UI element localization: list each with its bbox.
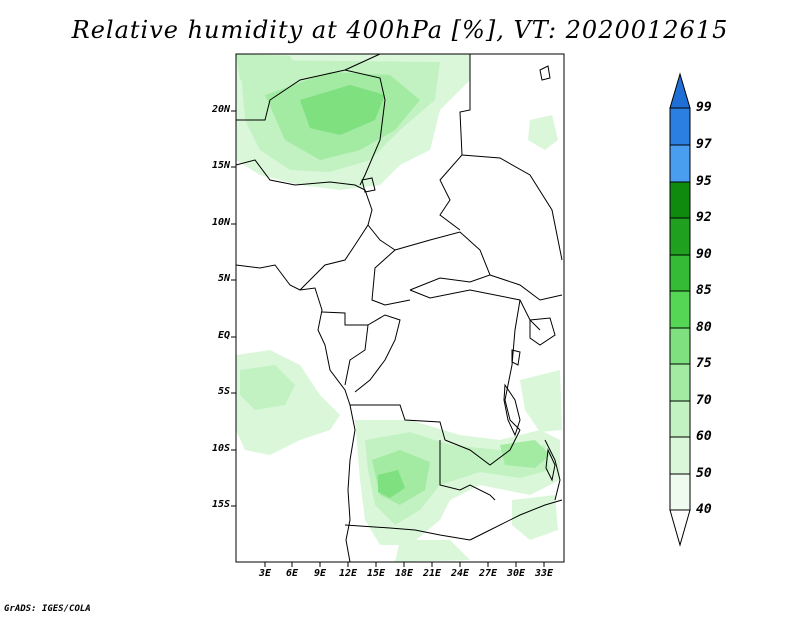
border-angola-zambia [439, 440, 496, 501]
lon-label-30e: 30E [506, 568, 526, 579]
border-car [394, 231, 491, 291]
border-cameroon [367, 224, 411, 306]
border-sudan-south [489, 274, 563, 301]
colorbar-bin-70-75 [669, 363, 691, 402]
lake-tanganyika [503, 383, 521, 437]
border-zambia-zim [469, 499, 563, 541]
colorbar-label-92: 92 [696, 210, 712, 225]
border-sahel-1 [236, 69, 386, 186]
lat-label-20n: 20N [211, 104, 230, 115]
border-congo-drc [354, 314, 401, 393]
colorbar-bin-92-95 [669, 181, 691, 219]
colorbar-bin-90-92 [669, 217, 691, 256]
colorbar-label-75: 75 [696, 356, 712, 371]
colorbar-bin-40-50 [669, 473, 691, 511]
lon-label-24e: 24E [450, 568, 470, 579]
lat-label-10s: 10S [211, 443, 230, 454]
map-frame [235, 53, 565, 563]
colorbar-label-95: 95 [696, 174, 712, 189]
lon-label-27e: 27E [478, 568, 498, 579]
lon-label-6e: 6E [285, 568, 299, 579]
lat-label-5s: 5S [217, 386, 230, 397]
lon-label-21e: 21E [422, 568, 442, 579]
colorbar-label-99: 99 [696, 100, 712, 115]
colorbar-label-60: 60 [696, 429, 712, 444]
humidity-area-west-south-core [240, 365, 295, 410]
border-nigeria [235, 159, 373, 291]
colorbar-label-50: 50 [696, 466, 712, 481]
lon-label-3e: 3E [258, 568, 272, 579]
lon-label-33e: 33E [534, 568, 554, 579]
border-drc-zambia [444, 429, 521, 466]
colorbar-bin-95-97 [669, 144, 691, 183]
coast-red-sea [539, 65, 551, 81]
border-drc-east [504, 299, 521, 431]
humidity-area-north-top [236, 54, 300, 85]
border-drc-north [409, 289, 541, 331]
humidity-area-northeast [528, 115, 558, 150]
axis-ticks [231, 110, 545, 567]
map-title: Relative humidity at 400hPa [%], VT: 202… [71, 16, 729, 44]
humidity-area-south-peak [378, 470, 405, 498]
colorbar-bin-75-80 [669, 327, 691, 365]
lake-victoria [529, 317, 556, 346]
lon-label-15e: 15E [366, 568, 386, 579]
colorbar-bin-80-85 [669, 290, 691, 329]
border-angola-namibia [344, 524, 471, 541]
coastline-west [235, 264, 356, 563]
colorbar-label-70: 70 [696, 393, 712, 408]
border-drc-angola [350, 404, 446, 441]
colorbar-bin-60-70 [669, 400, 691, 438]
lat-label-15n: 15N [211, 160, 230, 171]
credit-text: GrADS: IGES/COLA [4, 604, 91, 614]
humidity-area-southeast-low [512, 495, 558, 540]
border-niger-chad [344, 53, 381, 71]
colorbar-bottom-arrow [669, 509, 691, 547]
colorbar-label-80: 80 [696, 320, 712, 335]
colorbar-bin-50-60 [669, 436, 691, 475]
lake-chad [361, 177, 376, 193]
colorbar-label-97: 97 [696, 137, 712, 152]
lon-label-18e: 18E [394, 568, 414, 579]
lake-malawi [545, 448, 556, 482]
humidity-area-north-peak [300, 85, 385, 135]
colorbar-bin-97-99 [669, 107, 691, 146]
lake-kivu [511, 349, 521, 366]
humidity-area-east-coast [520, 370, 562, 432]
border-chad-libya [439, 54, 471, 231]
lon-label-9e: 9E [313, 568, 327, 579]
lat-label-eq: EQ [217, 330, 230, 341]
colorbar-label-90: 90 [696, 247, 712, 262]
colorbar [669, 72, 691, 547]
border-mozambique [544, 439, 561, 501]
lat-label-10n: 10N [211, 217, 230, 228]
colorbar-label-40: 40 [696, 502, 712, 517]
lon-label-12e: 12E [338, 568, 358, 579]
colorbar-top-arrow [669, 72, 691, 109]
humidity-shading [236, 54, 562, 562]
colorbar-bin-85-90 [669, 254, 691, 292]
border-sudan [461, 154, 563, 261]
lat-label-5n: 5N [217, 273, 230, 284]
humidity-area-southeast-core [500, 440, 550, 468]
lat-label-15s: 15S [211, 499, 230, 510]
humidity-area-south-bottom [395, 540, 470, 562]
colorbar-label-85: 85 [696, 283, 712, 298]
country-borders [235, 53, 563, 563]
